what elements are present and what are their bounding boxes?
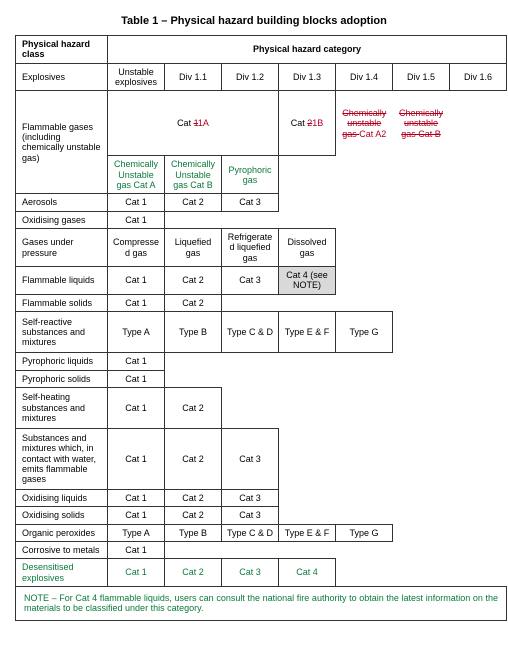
cell: Div 1.6 — [450, 63, 507, 91]
table-row: Gases under pressure Compressed gas Liqu… — [16, 229, 507, 267]
cell: Type B — [165, 524, 222, 541]
cell: Cat 1 — [108, 489, 165, 506]
cell: Cat 21B — [279, 91, 336, 156]
table-row: Explosives Unstable explosives Div 1.1 D… — [16, 63, 507, 91]
cell: Cat 1 — [108, 211, 165, 228]
row-label: Corrosive to metals — [16, 541, 108, 558]
table-row: NOTE – For Cat 4 flammable liquids, user… — [16, 586, 507, 620]
cell: Div 1.2 — [222, 63, 279, 91]
header-class: Physical hazard class — [16, 36, 108, 64]
cell — [450, 91, 507, 156]
cell: Type A — [108, 312, 165, 353]
table-row: Self-heating substances and mixtures Cat… — [16, 387, 507, 428]
cell: Cat 3 — [222, 428, 279, 489]
cell: Div 1.4 — [336, 63, 393, 91]
cell: Cat 3 — [222, 559, 279, 587]
cell: Cat 2 — [165, 507, 222, 524]
row-label: Explosives — [16, 63, 108, 91]
cell: Cat 2 — [165, 428, 222, 489]
row-label: Self-heating substances and mixtures — [16, 387, 108, 428]
cell: Cat 3 — [222, 194, 279, 211]
cell: Chemically unstable gas Cat A2 — [336, 91, 393, 156]
table-row: Substances and mixtures which, in contac… — [16, 428, 507, 489]
table-row: Self-reactive substances and mixtures Ty… — [16, 312, 507, 353]
cell: Cat 2 — [165, 559, 222, 587]
table-row: Aerosols Cat 1 Cat 2 Cat 3 — [16, 194, 507, 211]
row-label: Gases under pressure — [16, 229, 108, 267]
cell: Div 1.5 — [393, 63, 450, 91]
cell: Type B — [165, 312, 222, 353]
cell: Type E & F — [279, 524, 336, 541]
table-row: Desensitised explosives Cat 1 Cat 2 Cat … — [16, 559, 507, 587]
table-row: Organic peroxides Type A Type B Type C &… — [16, 524, 507, 541]
table-title: Table 1 – Physical hazard building block… — [15, 15, 493, 27]
cell: Cat 1 — [108, 387, 165, 428]
row-label: Desensitised explosives — [16, 559, 108, 587]
table-row: Pyrophoric solids Cat 1 — [16, 370, 507, 387]
row-label: Oxidising liquids — [16, 489, 108, 506]
table-row: Corrosive to metals Cat 1 — [16, 541, 507, 558]
cell: Compressed gas — [108, 229, 165, 267]
cell: Type A — [108, 524, 165, 541]
cell-shaded: Cat 4 (see NOTE) — [279, 267, 336, 295]
row-label: Substances and mixtures which, in contac… — [16, 428, 108, 489]
cell: Cat 1 — [108, 370, 165, 387]
table-row: Flammable solids Cat 1 Cat 2 — [16, 294, 507, 311]
cell: Type G — [336, 524, 393, 541]
cell: Chemically unstable gas Cat B — [393, 91, 450, 156]
row-label: Flammable gases (including chemically un… — [16, 91, 108, 194]
table-row: Oxidising solids Cat 1 Cat 2 Cat 3 — [16, 507, 507, 524]
table-row: Oxidising liquids Cat 1 Cat 2 Cat 3 — [16, 489, 507, 506]
cell: Cat 1 — [108, 294, 165, 311]
cell: Cat 4 — [279, 559, 336, 587]
cell: Cat 2 — [165, 194, 222, 211]
table-row: Pyrophoric liquids Cat 1 — [16, 353, 507, 370]
cell: Type E & F — [279, 312, 336, 353]
cell: Div 1.3 — [279, 63, 336, 91]
table-note: NOTE – For Cat 4 flammable liquids, user… — [16, 586, 507, 620]
row-label: Pyrophoric solids — [16, 370, 108, 387]
table-row: Oxidising gases Cat 1 — [16, 211, 507, 228]
cell: Cat 1 — [108, 507, 165, 524]
cell: Cat 2 — [165, 267, 222, 295]
cell: Pyrophoric gas — [222, 156, 279, 194]
table-row: Flammable liquids Cat 1 Cat 2 Cat 3 Cat … — [16, 267, 507, 295]
hazard-table: Physical hazard class Physical hazard ca… — [15, 35, 507, 621]
row-label: Pyrophoric liquids — [16, 353, 108, 370]
cell: Cat 2 — [165, 294, 222, 311]
cell: Type G — [336, 312, 393, 353]
cell: Cat 1 — [108, 541, 165, 558]
cell: Cat 1 — [108, 559, 165, 587]
row-label: Self-reactive substances and mixtures — [16, 312, 108, 353]
cell: Liquefied gas — [165, 229, 222, 267]
cell: Cat 1 — [108, 267, 165, 295]
cell: Cat 11A — [108, 91, 279, 156]
cell: Cat 2 — [165, 489, 222, 506]
row-label: Oxidising solids — [16, 507, 108, 524]
cell: Cat 1 — [108, 428, 165, 489]
cell: Type C & D — [222, 312, 279, 353]
cell: Cat 3 — [222, 489, 279, 506]
cell: Div 1.1 — [165, 63, 222, 91]
cell: Cat 2 — [165, 387, 222, 428]
header-category: Physical hazard category — [108, 36, 507, 64]
row-label: Oxidising gases — [16, 211, 108, 228]
cell: Cat 3 — [222, 507, 279, 524]
cell: Cat 3 — [222, 267, 279, 295]
row-label: Flammable liquids — [16, 267, 108, 295]
row-label: Aerosols — [16, 194, 108, 211]
cell: Chemically Unstable gas Cat A — [108, 156, 165, 194]
cell: Dissolved gas — [279, 229, 336, 267]
cell: Chemically Unstable gas Cat B — [165, 156, 222, 194]
cell: Unstable explosives — [108, 63, 165, 91]
row-label: Flammable solids — [16, 294, 108, 311]
cell: Refrigerated liquefied gas — [222, 229, 279, 267]
cell: Cat 1 — [108, 194, 165, 211]
table-row: Flammable gases (including chemically un… — [16, 91, 507, 156]
cell: Type C & D — [222, 524, 279, 541]
cell: Cat 1 — [108, 353, 165, 370]
row-label: Organic peroxides — [16, 524, 108, 541]
